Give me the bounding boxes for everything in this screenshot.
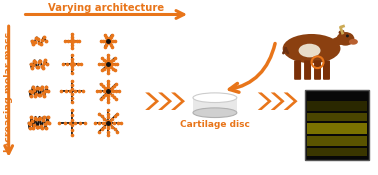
FancyBboxPatch shape [304, 60, 311, 80]
Polygon shape [271, 92, 285, 110]
Ellipse shape [336, 32, 355, 46]
Polygon shape [284, 92, 297, 110]
FancyBboxPatch shape [307, 101, 367, 111]
FancyBboxPatch shape [323, 60, 330, 80]
FancyBboxPatch shape [307, 113, 367, 121]
FancyBboxPatch shape [294, 60, 301, 80]
Polygon shape [158, 92, 172, 110]
FancyBboxPatch shape [305, 90, 369, 160]
Circle shape [346, 34, 349, 37]
Text: Varying architecture: Varying architecture [48, 2, 164, 13]
Polygon shape [333, 35, 345, 47]
Polygon shape [258, 92, 272, 110]
Text: Cartilage disc: Cartilage disc [180, 120, 250, 129]
FancyBboxPatch shape [314, 60, 321, 80]
FancyBboxPatch shape [307, 136, 367, 146]
Ellipse shape [349, 39, 358, 45]
Ellipse shape [339, 30, 344, 34]
Ellipse shape [299, 44, 321, 57]
Polygon shape [171, 92, 185, 110]
Text: Increasing molar mass: Increasing molar mass [4, 31, 13, 152]
Ellipse shape [193, 93, 237, 103]
FancyBboxPatch shape [307, 123, 367, 134]
Ellipse shape [193, 108, 237, 118]
Polygon shape [145, 92, 159, 110]
Ellipse shape [283, 34, 341, 63]
FancyBboxPatch shape [193, 98, 237, 113]
FancyBboxPatch shape [307, 148, 367, 156]
